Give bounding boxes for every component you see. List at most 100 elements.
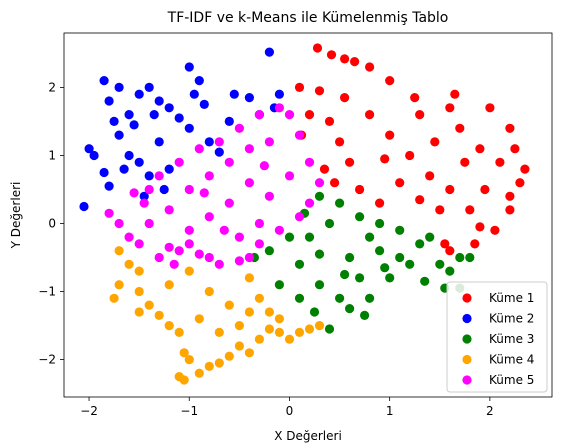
data-point xyxy=(264,307,274,317)
data-point xyxy=(244,348,254,358)
data-point xyxy=(294,259,305,269)
data-point xyxy=(340,269,350,280)
data-point xyxy=(460,157,470,167)
data-point xyxy=(174,246,184,256)
data-point xyxy=(134,266,144,276)
data-point xyxy=(229,89,239,99)
data-point xyxy=(360,310,370,320)
data-point xyxy=(254,293,264,303)
data-point xyxy=(124,150,134,161)
legend-entry: Küme 4 xyxy=(489,353,534,367)
plot-frame xyxy=(63,32,553,398)
data-point xyxy=(435,259,445,269)
data-point xyxy=(284,110,295,120)
data-point xyxy=(375,246,385,256)
data-point xyxy=(304,157,315,167)
data-point xyxy=(134,286,144,297)
data-point xyxy=(420,276,430,286)
data-point xyxy=(139,191,149,201)
points-layer xyxy=(79,43,530,385)
data-point xyxy=(314,249,325,259)
data-point xyxy=(324,116,335,126)
data-point xyxy=(294,212,305,222)
data-point xyxy=(204,137,214,147)
data-point xyxy=(104,181,114,191)
data-point xyxy=(164,321,174,331)
data-point xyxy=(445,246,455,256)
legend-entry: Küme 5 xyxy=(489,373,534,387)
data-point xyxy=(264,191,274,201)
data-point xyxy=(274,314,284,324)
data-point xyxy=(144,218,154,229)
data-point xyxy=(380,263,390,273)
data-point xyxy=(164,103,174,113)
data-point xyxy=(455,123,465,133)
data-point xyxy=(375,198,385,208)
data-point xyxy=(274,280,284,290)
data-point xyxy=(114,246,124,256)
data-point xyxy=(415,110,425,120)
data-point xyxy=(510,144,520,154)
data-point xyxy=(184,184,194,195)
data-point xyxy=(184,62,194,72)
data-point xyxy=(480,184,490,195)
data-point xyxy=(490,225,500,235)
x-tick-label: 1 xyxy=(386,404,394,418)
data-point xyxy=(470,239,480,249)
data-point xyxy=(184,225,194,235)
data-point xyxy=(425,232,435,242)
data-point xyxy=(335,137,345,147)
data-point xyxy=(319,164,330,174)
data-point xyxy=(149,110,159,120)
data-point xyxy=(184,239,194,249)
data-point xyxy=(234,123,244,133)
data-point xyxy=(294,293,305,303)
data-point xyxy=(194,249,204,259)
data-point xyxy=(224,116,234,126)
data-point xyxy=(385,130,395,140)
data-point xyxy=(129,120,139,130)
data-point xyxy=(134,239,144,249)
data-point xyxy=(425,171,435,181)
data-point xyxy=(89,150,99,161)
data-point xyxy=(219,225,229,235)
data-point xyxy=(244,178,254,188)
data-point xyxy=(520,164,530,174)
data-point xyxy=(304,198,315,208)
data-point xyxy=(465,252,475,263)
data-point xyxy=(214,137,224,147)
data-point xyxy=(154,310,164,320)
data-point xyxy=(244,144,254,154)
data-point xyxy=(254,110,264,120)
data-point xyxy=(144,184,154,195)
data-point xyxy=(340,54,350,64)
data-point xyxy=(144,82,154,92)
y-tick-label: −2 xyxy=(38,353,56,367)
data-point xyxy=(114,130,124,140)
data-point xyxy=(199,188,209,198)
data-point xyxy=(254,239,264,249)
legend-entry: Küme 2 xyxy=(489,312,534,326)
x-tick-label: −1 xyxy=(180,404,198,418)
data-point xyxy=(475,222,485,232)
data-point xyxy=(204,212,214,222)
series-5 xyxy=(104,103,325,269)
data-point xyxy=(304,110,315,120)
data-point xyxy=(214,327,224,337)
data-point xyxy=(169,259,179,269)
data-point xyxy=(475,144,485,154)
data-point xyxy=(485,103,495,113)
data-point xyxy=(184,355,194,365)
data-point xyxy=(114,82,124,92)
data-point xyxy=(415,195,425,205)
data-point xyxy=(114,218,124,229)
data-point xyxy=(415,239,425,249)
data-point xyxy=(505,191,515,201)
data-point xyxy=(194,368,204,378)
data-point xyxy=(254,334,264,344)
data-point xyxy=(204,171,214,181)
data-point xyxy=(204,286,214,297)
data-point xyxy=(284,334,295,344)
legend-marker xyxy=(462,293,472,303)
data-point xyxy=(214,358,224,368)
